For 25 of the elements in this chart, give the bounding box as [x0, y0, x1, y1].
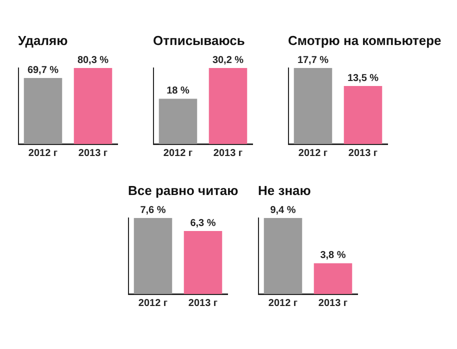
chart-title: Не знаю — [258, 183, 312, 198]
data-label: 17,7 % — [297, 54, 329, 66]
chart-title: Удаляю — [18, 33, 68, 48]
x-tick-label: 2012 г — [138, 298, 168, 309]
x-tick-label: 2013 г — [78, 148, 108, 159]
data-label: 3,8 % — [320, 250, 346, 262]
x-tick-label: 2012 г — [268, 298, 298, 309]
data-label: 7,6 % — [140, 204, 166, 216]
x-tick-label: 2012 г — [298, 148, 328, 159]
data-label: 9,4 % — [270, 204, 296, 216]
chart-title: Все равно читаю — [128, 183, 238, 198]
data-label: 6,3 % — [190, 218, 216, 229]
data-label: 80,3 % — [77, 54, 109, 66]
data-label: 30,2 % — [212, 54, 244, 66]
x-tick-label: 2012 г — [163, 148, 193, 159]
x-tick-label: 2013 г — [213, 148, 243, 159]
x-tick-label: 2013 г — [318, 298, 348, 309]
chart-title: Смотрю на компьютере — [288, 33, 442, 48]
data-label: 69,7 % — [27, 64, 59, 76]
x-tick-label: 2013 г — [348, 148, 378, 159]
chart-title: Отписываюсь — [153, 33, 245, 48]
data-label: 18 % — [166, 85, 190, 96]
x-tick-label: 2013 г — [188, 298, 218, 309]
x-tick-label: 2012 г — [28, 148, 58, 159]
data-label: 13,5 % — [347, 72, 379, 84]
